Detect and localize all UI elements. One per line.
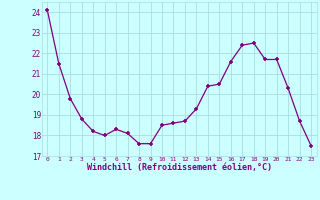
X-axis label: Windchill (Refroidissement éolien,°C): Windchill (Refroidissement éolien,°C)	[87, 163, 272, 172]
